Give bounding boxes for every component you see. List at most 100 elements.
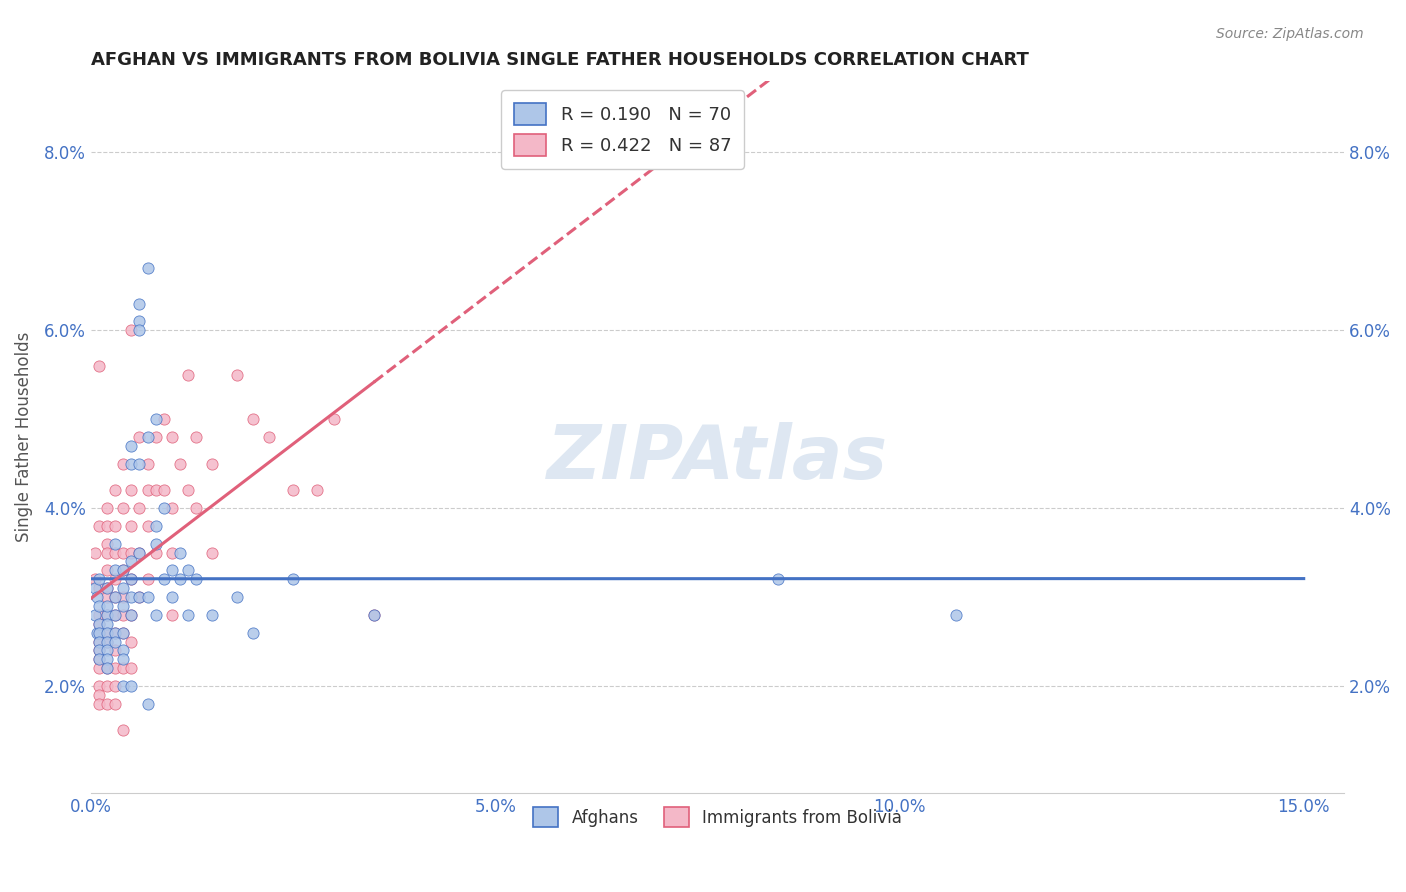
Point [87,697,110,711]
Point [201,457,224,471]
Point [104,625,127,640]
Point [120,634,142,648]
Point [87,634,110,648]
Point [104,590,127,604]
Point [177,368,200,382]
Point [96,652,118,666]
Point [136,261,159,276]
Point [104,643,127,657]
Point [96,661,118,675]
Point [112,652,135,666]
Point [87,661,110,675]
Point [152,412,174,426]
Point [120,545,142,559]
Point [120,572,142,586]
Point [128,590,150,604]
Point [96,634,118,648]
Point [177,607,200,622]
Point [128,501,150,516]
Point [96,634,118,648]
Point [128,430,150,444]
Point [128,323,150,337]
Point [96,519,118,533]
Point [120,439,142,453]
Point [281,572,304,586]
Legend: Afghans, Immigrants from Bolivia: Afghans, Immigrants from Bolivia [527,800,908,834]
Point [145,545,167,559]
Point [96,563,118,577]
Point [145,607,167,622]
Point [120,323,142,337]
Point [120,661,142,675]
Text: Source: ZipAtlas.com: Source: ZipAtlas.com [1216,27,1364,41]
Point [160,501,183,516]
Point [96,581,118,595]
Point [96,643,118,657]
Point [104,607,127,622]
Point [322,412,344,426]
Point [120,607,142,622]
Point [225,590,247,604]
Point [112,625,135,640]
Point [87,616,110,631]
Point [257,430,280,444]
Point [96,616,118,631]
Point [87,688,110,702]
Point [86,590,108,604]
Point [112,625,135,640]
Point [145,430,167,444]
Point [112,545,135,559]
Point [177,563,200,577]
Point [128,296,150,310]
Point [104,545,127,559]
Point [104,661,127,675]
Point [120,554,142,568]
Point [84,572,107,586]
Point [87,519,110,533]
Point [87,634,110,648]
Point [136,590,159,604]
Point [145,483,167,498]
Text: ZIPAtlas: ZIPAtlas [547,422,889,495]
Point [104,590,127,604]
Point [242,412,264,426]
Point [104,634,127,648]
Point [128,590,150,604]
Point [120,590,142,604]
Point [242,625,264,640]
Point [160,430,183,444]
Point [112,581,135,595]
Point [87,359,110,373]
Point [145,519,167,533]
Point [201,607,224,622]
Point [136,519,159,533]
Point [160,590,183,604]
Point [120,607,142,622]
Point [152,501,174,516]
Point [84,607,107,622]
Point [152,483,174,498]
Point [136,697,159,711]
Point [160,545,183,559]
Point [96,607,118,622]
Point [87,652,110,666]
Point [184,572,207,586]
Point [84,581,107,595]
Point [112,661,135,675]
Point [169,572,191,586]
Point [177,483,200,498]
Point [96,501,118,516]
Point [96,679,118,693]
Point [128,545,150,559]
Point [87,652,110,666]
Point [96,537,118,551]
Point [152,572,174,586]
Point [112,501,135,516]
Point [104,563,127,577]
Point [766,572,789,586]
Point [120,572,142,586]
Point [87,607,110,622]
Y-axis label: Single Father Households: Single Father Households [15,332,32,542]
Point [136,457,159,471]
Point [120,519,142,533]
